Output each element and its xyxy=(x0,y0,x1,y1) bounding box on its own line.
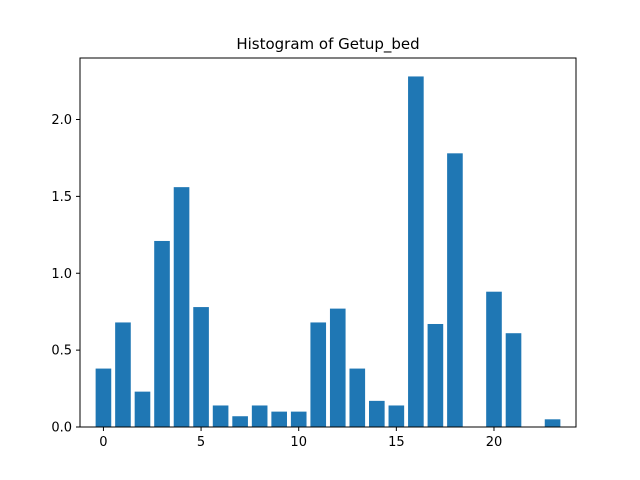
bar-10 xyxy=(290,411,307,427)
x-axis-ticks: 0 5 10 15 20 xyxy=(99,427,502,450)
bar-9 xyxy=(271,411,287,427)
bar-5 xyxy=(193,307,209,427)
bar-16 xyxy=(408,76,424,427)
bar-8 xyxy=(251,405,268,427)
y-tick-label: 0.0 xyxy=(51,421,72,436)
bar-0 xyxy=(95,368,112,427)
y-axis-ticks: 0.0 0.5 1.0 1.5 2.0 xyxy=(51,113,80,436)
plot-frame xyxy=(79,57,577,428)
y-tick-label: 2.0 xyxy=(51,113,72,128)
bar-1 xyxy=(115,322,131,427)
bar-17 xyxy=(427,323,444,427)
bar-23 xyxy=(544,419,561,427)
x-tick-label: 10 xyxy=(290,435,307,450)
y-tick-label: 1.5 xyxy=(51,190,72,205)
y-tick-label: 1.0 xyxy=(51,267,72,282)
x-tick-label: 5 xyxy=(197,435,205,450)
x-tick-label: 0 xyxy=(99,435,107,450)
bar-18 xyxy=(447,153,463,427)
bar-20 xyxy=(486,291,502,427)
bar-3 xyxy=(154,240,170,427)
bar-4 xyxy=(173,187,190,427)
bar-6 xyxy=(212,405,229,427)
x-tick-label: 20 xyxy=(486,435,503,450)
bar-15 xyxy=(388,405,405,427)
y-tick-label: 0.5 xyxy=(51,344,72,359)
bar-21 xyxy=(505,333,522,427)
bar-13 xyxy=(349,368,366,427)
bar-12 xyxy=(329,308,346,427)
bars-group xyxy=(95,76,561,427)
x-tick-label: 15 xyxy=(388,435,405,450)
bar-7 xyxy=(232,416,248,427)
chart-title: Histogram of Getup_bed xyxy=(236,35,419,54)
bar-11 xyxy=(310,322,327,427)
bar-2 xyxy=(134,391,151,427)
bar-14 xyxy=(369,400,385,427)
